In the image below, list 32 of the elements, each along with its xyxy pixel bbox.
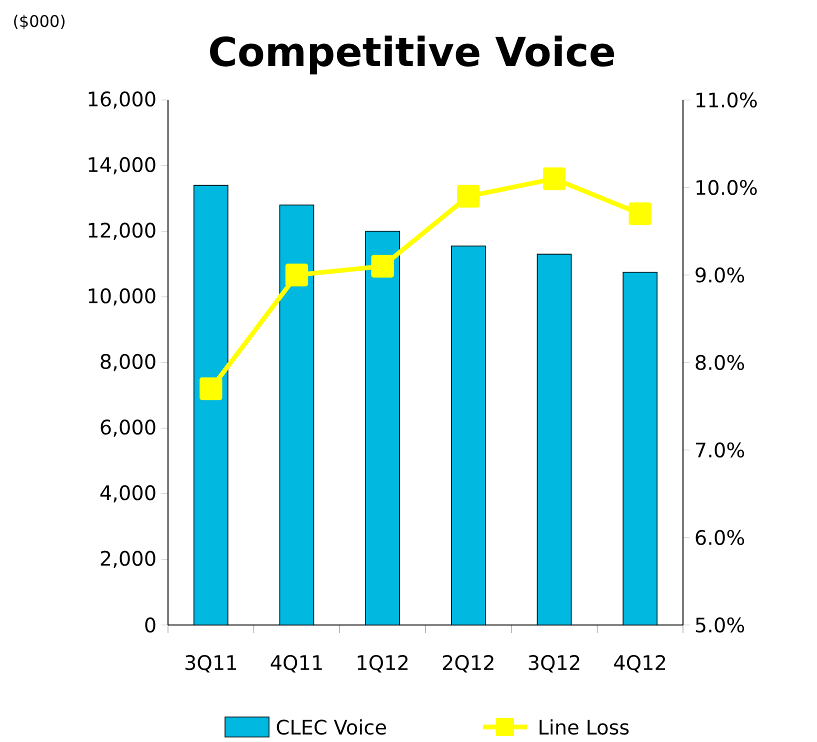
chart-title: Competitive Voice [210,36,614,74]
point [457,184,480,208]
legend-label: CLEC Voice [276,719,386,735]
y-tick-label: 6,000 [100,420,156,437]
point [200,377,222,400]
text: ($000) [14,14,65,30]
y-tick-label: 10,000 [88,288,156,306]
y2-tick-label: 5.0% [696,617,744,633]
x-tick-label: 2Q12 [442,655,494,672]
y2-tick-label: 7.0% [696,442,744,458]
y-tick-label: 16,000 [88,91,156,109]
x-tick-label: 3Q12 [528,655,580,672]
y-tick-label: 14,000 [88,157,156,174]
y2-tick-label: 8.0% [696,354,744,370]
point [628,202,652,226]
x-tick-label: 4Q12 [614,655,666,672]
legend-label: Line Loss [540,719,629,735]
point [542,167,566,190]
y-tick-label: 4,000 [100,485,156,502]
y2-tick-label: 11.0% [696,92,757,108]
y-tick-label: 0 [145,617,156,633]
y2-tick-label: 6.0% [696,530,744,546]
y-tick-label: 2,000 [100,550,156,568]
x-tick-label: 3Q11 [185,655,236,672]
x-tick-label: 4Q11 [270,655,322,672]
y2-tick-label: 9.0% [696,267,744,283]
x-tick-label: 1Q12 [358,655,408,672]
y-tick-label: 12,000 [88,222,156,240]
y-tick-label: 8,000 [100,354,156,372]
point [285,264,308,286]
point [371,254,394,278]
y2-tick-label: 10.0% [696,180,757,196]
